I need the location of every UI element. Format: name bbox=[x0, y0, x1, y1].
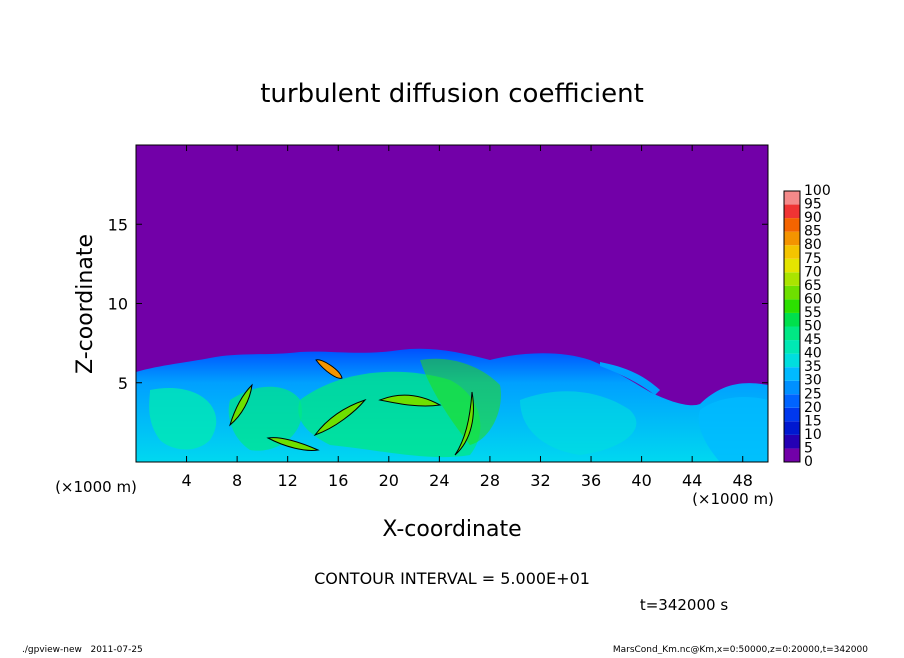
colorbar-swatch bbox=[784, 218, 800, 232]
colorbar-label: 85 bbox=[804, 224, 822, 240]
colorbar-swatch bbox=[784, 353, 800, 368]
x-tick-label: 44 bbox=[682, 471, 702, 490]
colorbar-label: 75 bbox=[804, 251, 822, 267]
colorbar-swatch bbox=[784, 434, 800, 449]
y-tick-label: 5 bbox=[118, 374, 128, 393]
colorbar-label: 100 bbox=[804, 183, 831, 199]
colorbar-swatch bbox=[784, 285, 800, 300]
x-axis-label: X-coordinate bbox=[382, 517, 521, 542]
colorbar-swatch bbox=[784, 380, 800, 395]
colorbar-frame bbox=[783, 190, 801, 463]
colorbar-label: 65 bbox=[804, 278, 822, 294]
x-tick-label: 8 bbox=[232, 471, 242, 490]
colorbar-swatch bbox=[784, 258, 800, 273]
colorbar-label: 55 bbox=[804, 305, 822, 321]
colorbar-label: 10 bbox=[804, 427, 822, 443]
y-unit: (×1000 m) bbox=[692, 490, 774, 508]
colorbar-label: 15 bbox=[804, 413, 822, 429]
footer-right: MarsCond_Km.nc@Km,x=0:50000,z=0:20000,t=… bbox=[613, 645, 868, 654]
colorbar-label: 40 bbox=[804, 346, 822, 362]
colorbar-swatch bbox=[784, 231, 800, 246]
footer-left: ./gpview-new 2011-07-25 bbox=[22, 645, 143, 654]
colorbar-label: 50 bbox=[804, 319, 822, 335]
colorbar-swatch bbox=[784, 326, 800, 341]
x-tick-label: 36 bbox=[581, 471, 601, 490]
x-tick-label: 40 bbox=[631, 471, 651, 490]
x-tick-label: 20 bbox=[379, 471, 399, 490]
colorbar-label: 20 bbox=[804, 400, 822, 416]
x-tick-label: 32 bbox=[530, 471, 550, 490]
colorbar-label: 35 bbox=[804, 359, 822, 375]
chart-title: turbulent diffusion coefficient bbox=[260, 79, 644, 109]
colorbar-label: 70 bbox=[804, 264, 822, 280]
colorbar-swatch bbox=[784, 204, 800, 219]
y-tick-label: 15 bbox=[108, 215, 128, 234]
x-tick-label: 12 bbox=[278, 471, 298, 490]
x-tick-label: 16 bbox=[328, 471, 348, 490]
colorbar-label: 5 bbox=[804, 440, 813, 456]
x-tick-label: 48 bbox=[733, 471, 753, 490]
colorbar-label: 90 bbox=[804, 210, 822, 226]
x-tick-label: 28 bbox=[480, 471, 500, 490]
colorbar-swatch bbox=[784, 245, 800, 259]
colorbar-swatch bbox=[784, 407, 800, 422]
colorbar-label: 45 bbox=[804, 332, 822, 348]
colorbar-swatch bbox=[784, 394, 800, 408]
y-tick-label: 10 bbox=[108, 295, 128, 314]
colorbar-swatch bbox=[784, 312, 800, 327]
colorbar-label: 25 bbox=[804, 386, 822, 402]
colorbar-label: 60 bbox=[804, 291, 822, 307]
colorbar-swatch bbox=[784, 299, 800, 313]
colorbar-label: 30 bbox=[804, 373, 822, 389]
colorbar-swatch bbox=[784, 191, 800, 205]
contour-interval: CONTOUR INTERVAL = 5.000E+01 bbox=[314, 569, 590, 588]
colorbar-swatch bbox=[784, 367, 800, 381]
colorbar-label: 80 bbox=[804, 237, 822, 253]
time-label: t=342000 s bbox=[640, 596, 728, 614]
colorbar-swatch bbox=[784, 340, 800, 354]
x-tick-label: 4 bbox=[181, 471, 191, 490]
field-layer bbox=[136, 348, 768, 462]
x-unit: (×1000 m) bbox=[55, 478, 137, 496]
colorbar-label: 95 bbox=[804, 197, 822, 213]
colorbar-swatch bbox=[784, 448, 800, 462]
colorbar-swatch bbox=[784, 272, 800, 286]
colorbar-swatch bbox=[784, 421, 800, 435]
x-tick-label: 24 bbox=[429, 471, 449, 490]
colorbar-label: 0 bbox=[804, 454, 813, 470]
y-axis-label: Z-coordinate bbox=[73, 234, 98, 374]
